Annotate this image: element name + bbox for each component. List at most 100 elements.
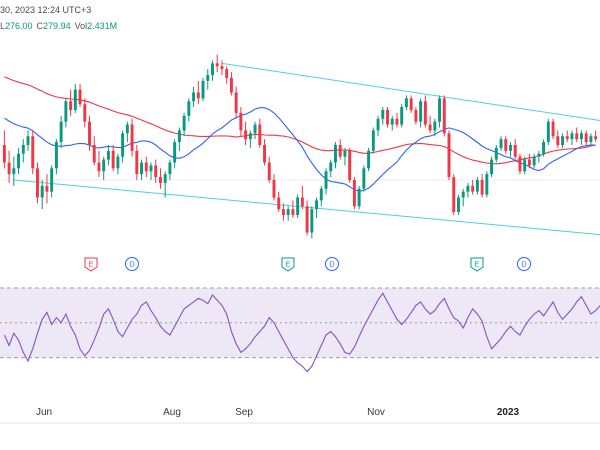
- candle-body: [513, 145, 517, 157]
- candle: [475, 177, 479, 195]
- candle-body: [83, 104, 87, 122]
- earnings-icon: [84, 257, 98, 272]
- event-marker-label: D: [329, 262, 334, 269]
- candle: [173, 139, 177, 169]
- candle-body: [215, 63, 219, 67]
- candle: [40, 180, 44, 210]
- candle: [447, 130, 451, 180]
- candle: [45, 174, 49, 204]
- candle: [466, 182, 470, 198]
- earnings-icon: [470, 257, 484, 272]
- rsi-panel: [0, 287, 600, 373]
- candle: [338, 139, 342, 160]
- moving-averages: [4, 76, 596, 192]
- candle: [158, 168, 162, 189]
- candle: [551, 118, 555, 140]
- candle-body: [518, 156, 522, 172]
- candle-body: [64, 101, 68, 122]
- candle-body: [594, 136, 598, 140]
- channel-upper-line: [221, 62, 600, 122]
- candle-body: [471, 185, 475, 192]
- candle: [50, 165, 54, 198]
- candle: [386, 107, 389, 128]
- candle: [409, 95, 413, 113]
- candle: [315, 197, 319, 218]
- candle-body: [523, 159, 527, 172]
- candle-body: [253, 124, 257, 134]
- candle-body: [121, 133, 125, 157]
- grid-lines: [0, 179, 600, 424]
- candle: [433, 118, 437, 137]
- candle-body: [357, 188, 361, 207]
- candle: [579, 130, 583, 145]
- candle: [64, 98, 68, 128]
- candle-body: [125, 124, 129, 134]
- candle: [494, 145, 498, 163]
- candle-body: [220, 66, 224, 70]
- candle-body: [404, 98, 408, 108]
- x-tick-label: Aug: [163, 407, 181, 418]
- candle-body: [589, 136, 593, 143]
- candle: [272, 174, 276, 201]
- candle: [135, 145, 139, 180]
- stat-value: 279.94: [43, 21, 71, 31]
- candle-body: [584, 133, 588, 143]
- candle-body: [310, 209, 314, 233]
- candle-body: [225, 69, 229, 78]
- candle-body: [296, 197, 300, 215]
- candle: [201, 77, 205, 102]
- candle: [423, 95, 427, 128]
- candle: [12, 156, 16, 186]
- candle-body: [116, 156, 120, 169]
- candle-body: [509, 145, 512, 151]
- candle-body: [201, 80, 205, 99]
- event-marker-label: D: [521, 262, 526, 269]
- candle: [561, 133, 564, 148]
- candle: [78, 83, 82, 108]
- candle: [395, 112, 399, 128]
- candle: [69, 89, 73, 116]
- candle: [97, 150, 101, 178]
- candle-body: [248, 133, 252, 140]
- candle: [196, 80, 200, 105]
- x-axis: Jun Aug Sep Nov 2023: [36, 407, 520, 418]
- candle: [121, 130, 125, 163]
- x-tick-label: 2023: [497, 407, 520, 418]
- candle: [192, 86, 196, 108]
- candle: [400, 104, 404, 128]
- candle-body: [494, 147, 498, 160]
- candle-body: [315, 200, 319, 210]
- candle-body: [192, 92, 196, 102]
- stat-key: L: [0, 21, 6, 31]
- candle: [428, 115, 432, 134]
- candle-body: [390, 118, 394, 125]
- candle-body: [168, 162, 172, 175]
- candle: [21, 139, 25, 163]
- candle-body: [438, 98, 442, 122]
- candle-body: [338, 145, 342, 157]
- candle: [258, 118, 262, 148]
- candle-body: [376, 118, 380, 131]
- candle-body: [348, 150, 352, 180]
- candle-body: [158, 177, 162, 183]
- candle-body: [537, 153, 541, 157]
- candle-body: [381, 110, 385, 119]
- candle: [263, 139, 266, 166]
- candle: [352, 177, 356, 210]
- stat-value: 2.431M: [87, 21, 118, 31]
- ohlc-stats: L276.00 C279.94 Vol2.431M: [0, 21, 121, 31]
- candle-body: [272, 180, 276, 198]
- stat-value: 276.00: [5, 21, 33, 31]
- candle-body: [409, 98, 413, 110]
- chart-header: 30, 2023 12:24 UTC+3 L276.00 C279.94 Vol2.…: [0, 0, 600, 36]
- candle: [471, 180, 475, 195]
- candle-body: [305, 206, 309, 233]
- candle-body: [144, 162, 148, 172]
- event-marker-label: E: [89, 262, 94, 269]
- candle-body: [31, 136, 35, 169]
- candle: [348, 147, 352, 183]
- candle: [305, 200, 309, 236]
- candle: [523, 156, 527, 175]
- candle: [111, 145, 115, 172]
